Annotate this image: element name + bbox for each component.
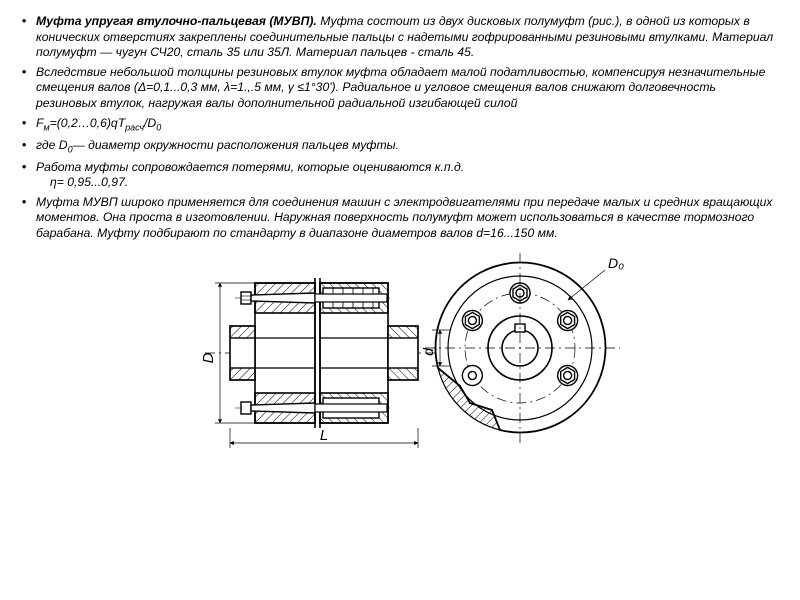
para-6: Муфта МУВП широко применяется для соедин… xyxy=(22,195,778,242)
front-view: D₀ xyxy=(425,253,624,443)
label-L: L xyxy=(320,427,328,444)
para-3-formula: Fм=(0,2…0,6)qTрасч/D0 xyxy=(22,116,778,134)
p4-a: где D xyxy=(36,138,68,152)
dim-D0: D₀ xyxy=(568,255,624,300)
f-sub-rasch: расч xyxy=(125,122,144,132)
section-view: D L xyxy=(200,278,445,448)
p5b-text: η= 0,95...0,97. xyxy=(36,175,778,191)
para-5: Работа муфты сопровождается потерями, ко… xyxy=(22,160,778,191)
dim-L: L xyxy=(230,427,418,448)
para-4: где D0— диаметр окружности расположения … xyxy=(22,138,778,156)
p5-text: Работа муфты сопровождается потерями, ко… xyxy=(36,160,464,174)
diagram-wrap: D L xyxy=(22,248,778,458)
coupling-diagram: D L xyxy=(120,248,680,458)
label-D: D xyxy=(200,352,217,363)
bullet-list: Муфта упругая втулочно-пальцевая (МУВП).… xyxy=(22,14,778,242)
f-c: /D xyxy=(144,116,156,130)
para-1-lead: Муфта упругая втулочно-пальцевая (МУВП). xyxy=(36,14,317,28)
content-area: Муфта упругая втулочно-пальцевая (МУВП).… xyxy=(22,14,778,458)
label-D0: D₀ xyxy=(608,255,624,271)
para-2-text: Вследствие небольшой толщины резиновых в… xyxy=(36,65,765,110)
label-d: d xyxy=(420,347,436,356)
p6-text: Муфта МУВП широко применяется для соедин… xyxy=(36,195,773,240)
f-sub-0a: 0 xyxy=(156,122,161,132)
para-2: Вследствие небольшой толщины резиновых в… xyxy=(22,65,778,112)
p4-b: — диаметр окружности расположения пальце… xyxy=(73,138,399,152)
para-1: Муфта упругая втулочно-пальцевая (МУВП).… xyxy=(22,14,778,61)
f-b: =(0,2…0,6)qT xyxy=(50,116,126,130)
